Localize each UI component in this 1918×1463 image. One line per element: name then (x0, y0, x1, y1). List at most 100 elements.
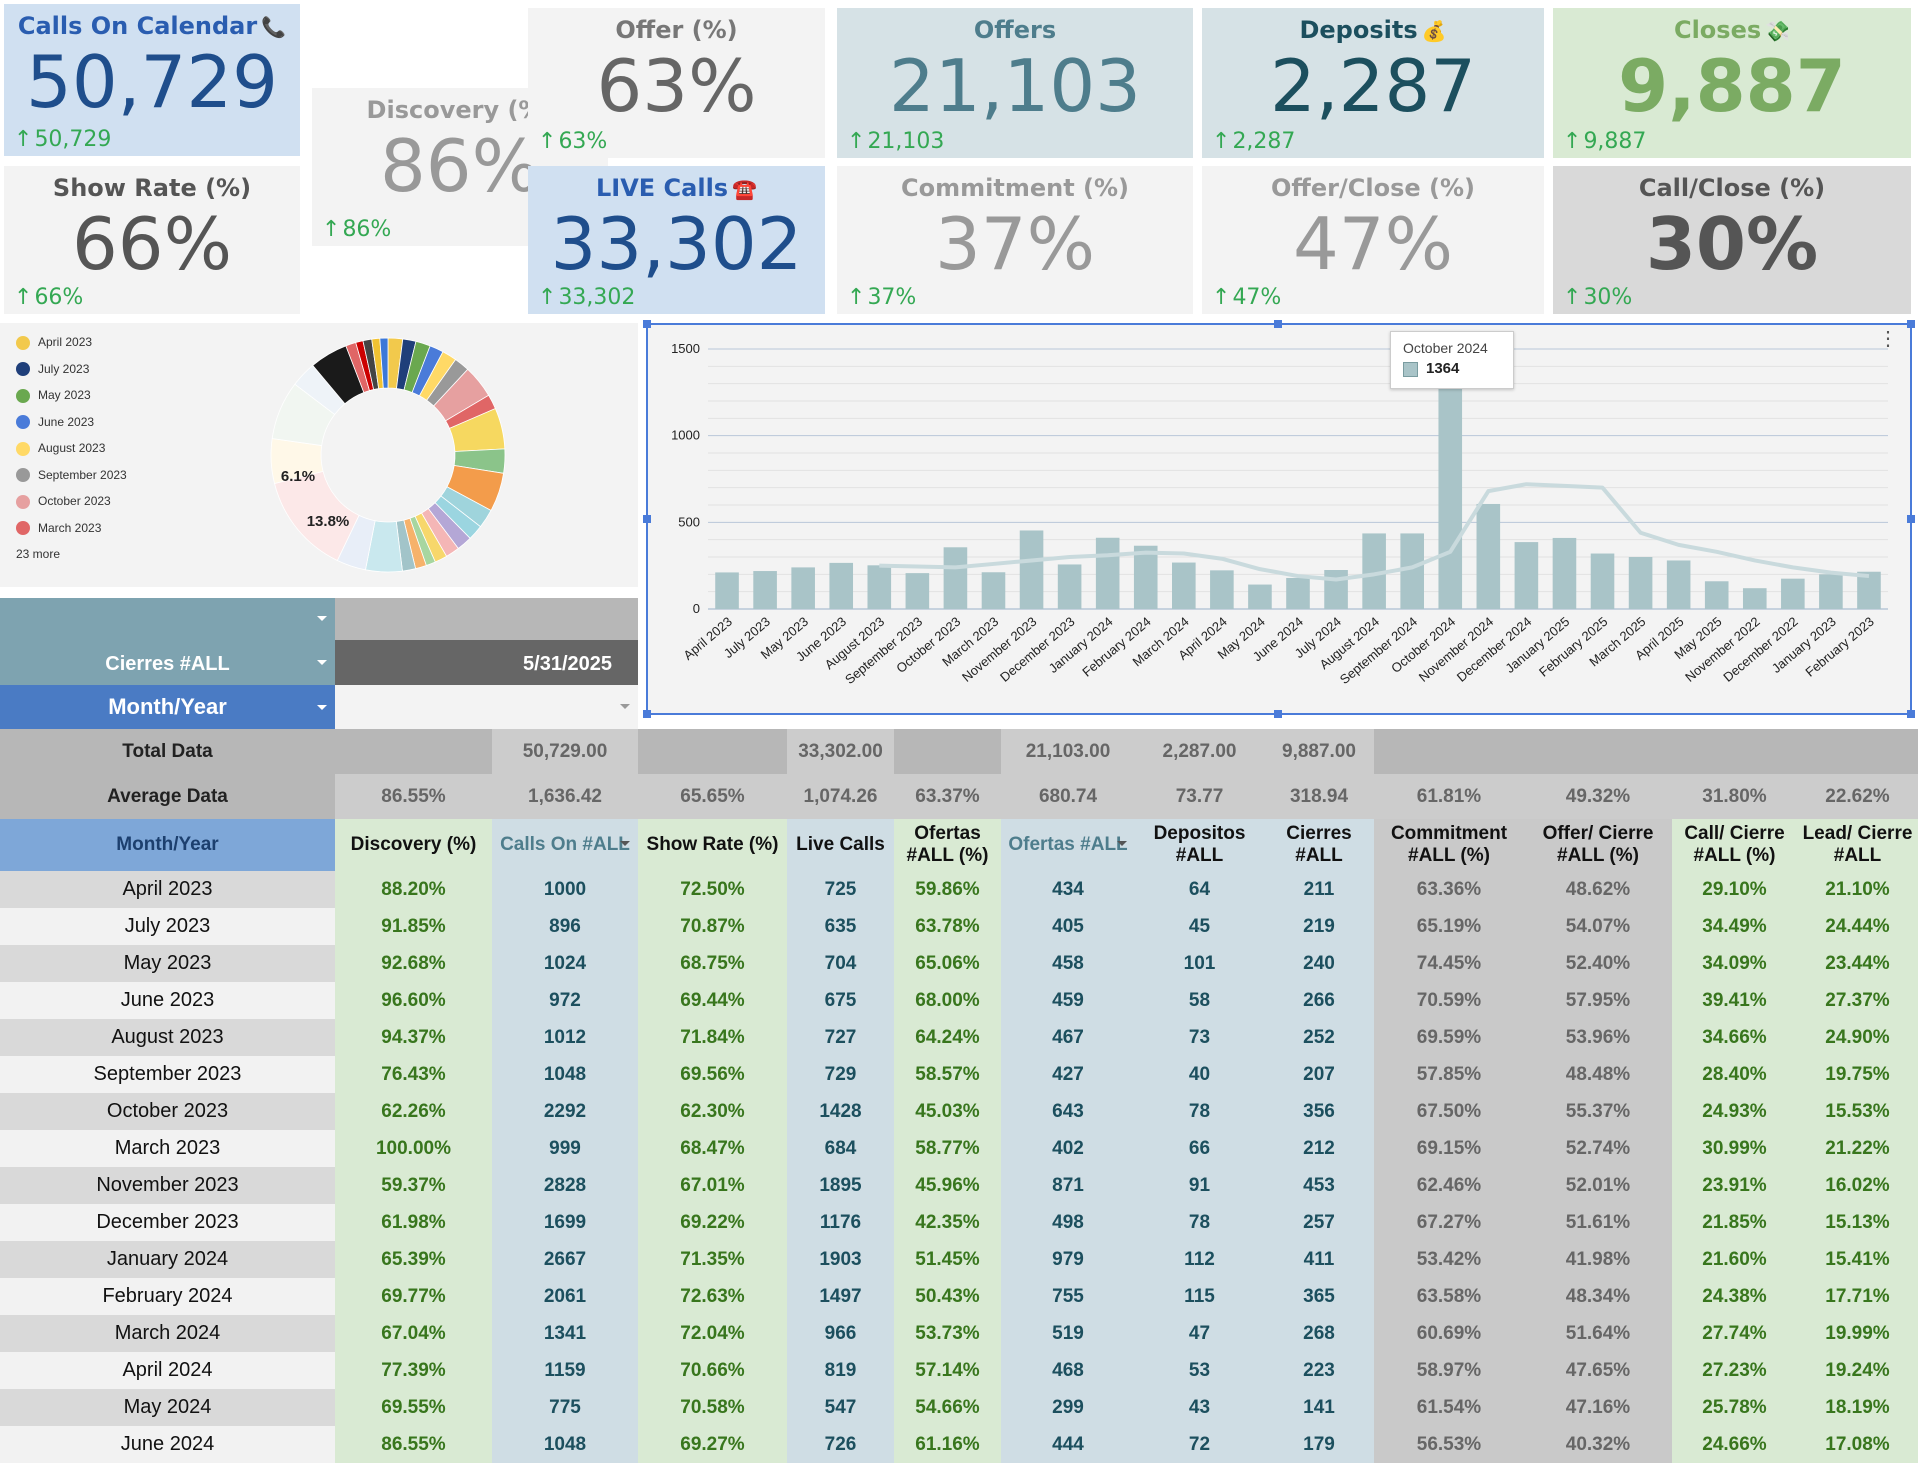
row-month-cell[interactable]: June 2023 (0, 982, 335, 1019)
total-cell[interactable] (1672, 729, 1797, 774)
table-cell[interactable]: 427 (1001, 1056, 1135, 1093)
table-cell[interactable]: 519 (1001, 1315, 1135, 1352)
row-month-cell[interactable]: March 2024 (0, 1315, 335, 1352)
table-cell[interactable]: 77.39% (335, 1352, 492, 1389)
table-cell[interactable]: 141 (1264, 1389, 1374, 1426)
table-cell[interactable]: 91 (1135, 1167, 1264, 1204)
total-cell[interactable]: 21,103.00 (1001, 729, 1135, 774)
table-cell[interactable]: 179 (1264, 1426, 1374, 1463)
table-cell[interactable]: 43 (1135, 1389, 1264, 1426)
column-header[interactable]: Lead/ Cierre #ALL (1797, 819, 1918, 871)
table-cell[interactable]: 63.58% (1374, 1278, 1524, 1315)
table-cell[interactable]: 871 (1001, 1167, 1135, 1204)
row-month-cell[interactable]: August 2023 (0, 1019, 335, 1056)
table-cell[interactable]: 999 (492, 1130, 638, 1167)
total-cell[interactable] (894, 729, 1001, 774)
table-cell[interactable]: 30.99% (1672, 1130, 1797, 1167)
table-cell[interactable]: 52.40% (1524, 945, 1672, 982)
table-cell[interactable]: 19.75% (1797, 1056, 1918, 1093)
average-cell[interactable]: 22.62% (1797, 774, 1918, 819)
table-cell[interactable]: 68.00% (894, 982, 1001, 1019)
average-cell[interactable]: 49.32% (1524, 774, 1672, 819)
bar[interactable] (1400, 533, 1424, 609)
table-cell[interactable]: 67.27% (1374, 1204, 1524, 1241)
pie-legend-item[interactable]: May 2023 (16, 388, 91, 403)
table-cell[interactable]: 252 (1264, 1019, 1374, 1056)
bar[interactable] (715, 572, 739, 609)
table-cell[interactable]: 72.50% (638, 871, 787, 908)
table-cell[interactable]: 1024 (492, 945, 638, 982)
bar[interactable] (1704, 581, 1729, 609)
table-cell[interactable]: 57.14% (894, 1352, 1001, 1389)
table-cell[interactable]: 240 (1264, 945, 1374, 982)
table-cell[interactable]: 64.24% (894, 1019, 1001, 1056)
table-cell[interactable]: 979 (1001, 1241, 1135, 1278)
table-cell[interactable]: 115 (1135, 1278, 1264, 1315)
row-month-cell[interactable]: April 2023 (0, 871, 335, 908)
resize-handle[interactable] (1274, 710, 1282, 718)
resize-handle[interactable] (1907, 710, 1915, 718)
table-cell[interactable]: 51.64% (1524, 1315, 1672, 1352)
table-cell[interactable]: 55.37% (1524, 1093, 1672, 1130)
table-cell[interactable]: 72.63% (638, 1278, 787, 1315)
table-cell[interactable]: 58.97% (1374, 1352, 1524, 1389)
table-cell[interactable]: 100.00% (335, 1130, 492, 1167)
table-cell[interactable]: 356 (1264, 1093, 1374, 1130)
table-cell[interactable]: 34.09% (1672, 945, 1797, 982)
average-cell[interactable]: 65.65% (638, 774, 787, 819)
table-cell[interactable]: 69.22% (638, 1204, 787, 1241)
table-cell[interactable]: 62.46% (1374, 1167, 1524, 1204)
bar[interactable] (1057, 564, 1082, 609)
table-cell[interactable]: 219 (1264, 908, 1374, 945)
table-cell[interactable]: 53.96% (1524, 1019, 1672, 1056)
table-cell[interactable]: 299 (1001, 1389, 1135, 1426)
resize-handle[interactable] (643, 710, 651, 718)
table-cell[interactable]: 405 (1001, 908, 1135, 945)
column-header[interactable]: Commitment #ALL (%) (1374, 819, 1524, 871)
column-header[interactable]: Depositos #ALL (1135, 819, 1264, 871)
column-header[interactable]: Ofertas #ALL (1001, 819, 1135, 871)
table-cell[interactable]: 62.30% (638, 1093, 787, 1130)
table-cell[interactable]: 1895 (787, 1167, 894, 1204)
table-cell[interactable]: 51.61% (1524, 1204, 1672, 1241)
table-cell[interactable]: 966 (787, 1315, 894, 1352)
table-cell[interactable]: 58.77% (894, 1130, 1001, 1167)
row-month-cell[interactable]: January 2024 (0, 1241, 335, 1278)
table-cell[interactable]: 52.01% (1524, 1167, 1672, 1204)
table-cell[interactable]: 48.34% (1524, 1278, 1672, 1315)
average-cell[interactable]: 73.77 (1135, 774, 1264, 819)
chart-menu-icon[interactable]: ⋮ (1878, 328, 1898, 350)
resize-handle[interactable] (643, 515, 651, 523)
table-cell[interactable]: 63.78% (894, 908, 1001, 945)
table-cell[interactable]: 725 (787, 871, 894, 908)
bar[interactable] (1019, 530, 1044, 609)
table-cell[interactable]: 51.45% (894, 1241, 1001, 1278)
total-cell[interactable]: 50,729.00 (492, 729, 638, 774)
table-cell[interactable]: 50.43% (894, 1278, 1001, 1315)
average-cell[interactable]: 63.37% (894, 774, 1001, 819)
chevron-down-icon[interactable] (1117, 841, 1127, 846)
table-cell[interactable]: 1428 (787, 1093, 894, 1130)
table-cell[interactable]: 70.58% (638, 1389, 787, 1426)
bar[interactable] (1476, 503, 1501, 609)
average-cell[interactable]: 86.55% (335, 774, 492, 819)
table-cell[interactable]: 76.43% (335, 1056, 492, 1093)
table-cell[interactable]: 24.38% (1672, 1278, 1797, 1315)
table-cell[interactable]: 78 (1135, 1093, 1264, 1130)
column-header[interactable]: Cierres #ALL (1264, 819, 1374, 871)
table-cell[interactable]: 69.59% (1374, 1019, 1524, 1056)
table-cell[interactable]: 34.49% (1672, 908, 1797, 945)
average-cell[interactable]: 61.81% (1374, 774, 1524, 819)
table-cell[interactable]: 1903 (787, 1241, 894, 1278)
table-cell[interactable]: 47.65% (1524, 1352, 1672, 1389)
table-cell[interactable]: 29.10% (1672, 871, 1797, 908)
month-year-filter-dropdown[interactable]: Month/Year (0, 685, 335, 729)
table-cell[interactable]: 402 (1001, 1130, 1135, 1167)
average-cell[interactable]: 1,636.42 (492, 774, 638, 819)
table-cell[interactable]: 2667 (492, 1241, 638, 1278)
table-cell[interactable]: 365 (1264, 1278, 1374, 1315)
bar[interactable] (1286, 577, 1310, 609)
table-cell[interactable]: 2828 (492, 1167, 638, 1204)
table-cell[interactable]: 66 (1135, 1130, 1264, 1167)
